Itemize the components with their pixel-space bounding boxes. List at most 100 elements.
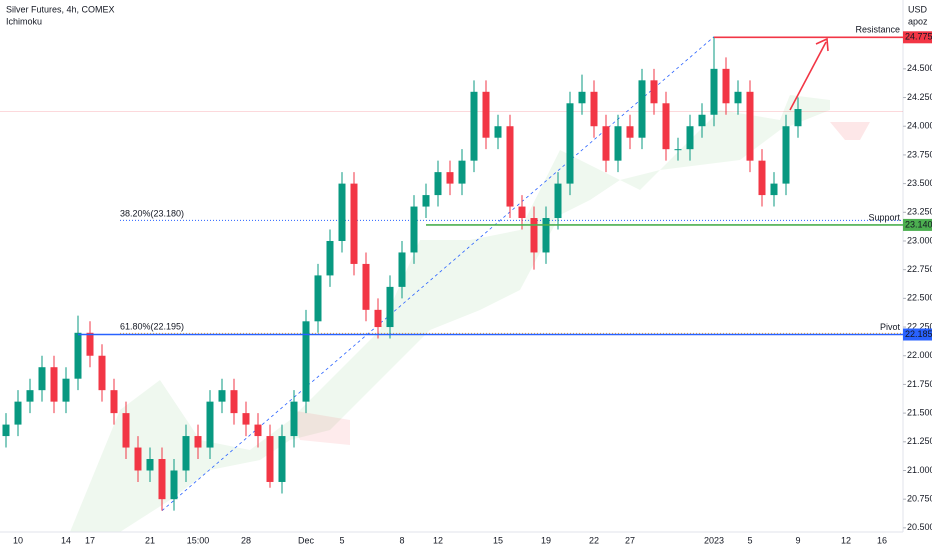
level-name: Resistance: [855, 25, 900, 35]
y-tick-label: 22.500: [907, 293, 932, 303]
price-box-label: 22.185: [905, 329, 932, 339]
candle-body: [170, 470, 178, 500]
candle-body: [470, 91, 478, 161]
candle-body: [686, 126, 694, 150]
candle-body: [518, 206, 526, 219]
y-tick-label: 21.500: [907, 407, 932, 417]
candle-body: [218, 390, 226, 402]
candle-body: [626, 126, 634, 138]
x-tick-label: 9: [795, 535, 800, 545]
y-tick-label: 20.750: [907, 494, 932, 504]
candle-body: [158, 459, 166, 500]
candle-body: [122, 413, 130, 448]
candle-body: [614, 126, 622, 161]
author: apoz: [908, 16, 928, 26]
candle-body: [458, 160, 466, 184]
level-name: Support: [868, 212, 900, 222]
candle-body: [26, 390, 34, 402]
candle-body: [266, 436, 274, 482]
candle-body: [206, 401, 214, 448]
candle-body: [554, 183, 562, 219]
x-tick-label: 22: [589, 535, 599, 545]
candle-body: [86, 332, 94, 356]
candle-body: [38, 367, 46, 391]
ichimoku-cloud: [70, 95, 830, 532]
y-tick-label: 22.000: [907, 350, 932, 360]
candle-body: [338, 183, 346, 241]
candle-body: [350, 183, 358, 264]
candle-body: [410, 206, 418, 253]
candle-body: [710, 68, 718, 115]
candle-body: [662, 103, 670, 150]
y-tick-label: 23.750: [907, 149, 932, 159]
fib-label: 61.80%(22.195): [120, 322, 184, 332]
candle-body: [434, 172, 442, 196]
y-tick-label: 23.500: [907, 178, 932, 188]
price-box: [903, 218, 932, 231]
y-tick-label: 21.250: [907, 436, 932, 446]
candle-body: [254, 424, 262, 437]
y-tick-label: 24.250: [907, 92, 932, 102]
x-tick-label: 5: [747, 535, 752, 545]
x-tick-label: 16: [877, 535, 887, 545]
trend-line: [161, 36, 715, 511]
candle-body: [770, 183, 778, 196]
candle-body: [734, 91, 742, 104]
candle-body: [2, 424, 10, 437]
ichimoku-cloud-bear: [830, 122, 870, 140]
candle-body: [194, 436, 202, 448]
candle-body: [482, 91, 490, 138]
x-tick-label: 14: [61, 535, 71, 545]
candle-body: [674, 149, 682, 151]
candle-body: [62, 378, 70, 402]
candle-body: [314, 275, 322, 322]
candle-body: [302, 321, 310, 402]
candle-body: [590, 91, 598, 127]
x-tick-label: 10: [13, 535, 23, 545]
candle-body: [602, 126, 610, 161]
candle-body: [50, 367, 58, 402]
y-tick-label: 21.750: [907, 379, 932, 389]
candle-body: [110, 390, 118, 414]
x-tick-label: 17: [85, 535, 95, 545]
y-tick-label: 22.250: [907, 321, 932, 331]
chart-title: Silver Futures, 4h, COMEX: [6, 4, 115, 14]
x-tick-label: 15: [493, 535, 503, 545]
candle-body: [542, 218, 550, 253]
price-box: [903, 31, 932, 44]
candle-body: [782, 126, 790, 184]
candle-body: [506, 126, 514, 207]
candle-body: [794, 109, 802, 127]
price-box-label: 24.775: [905, 32, 932, 42]
candle-body: [638, 80, 646, 138]
price-box: [903, 328, 932, 341]
y-tick-label: 22.750: [907, 264, 932, 274]
candle-body: [290, 401, 298, 437]
x-tick-label: 27: [625, 535, 635, 545]
candle-body: [146, 459, 154, 471]
level-name: Pivot: [880, 322, 901, 332]
candle-body: [698, 114, 706, 127]
candle-body: [530, 218, 538, 253]
y-tick-label: 24.000: [907, 121, 932, 131]
projection-arrow: [789, 41, 827, 111]
candle-body: [650, 80, 658, 104]
x-tick-label: 8: [399, 535, 404, 545]
candle-body: [230, 390, 238, 414]
arrow-head: [815, 37, 829, 52]
candle-body: [398, 252, 406, 287]
candle-body: [362, 263, 370, 310]
candle-body: [422, 195, 430, 207]
y-tick-label: 21.000: [907, 465, 932, 475]
candle-body: [722, 68, 730, 104]
candle-body: [746, 91, 754, 161]
candle-body: [242, 413, 250, 425]
y-tick-label: 23.250: [907, 207, 932, 217]
price-box-label: 23.140: [905, 219, 932, 229]
candle-body: [494, 126, 502, 138]
y-tick-label: 24.500: [907, 63, 932, 73]
candle-body: [374, 309, 382, 328]
candle-body: [566, 103, 574, 184]
indicator-name: Ichimoku: [6, 16, 42, 26]
